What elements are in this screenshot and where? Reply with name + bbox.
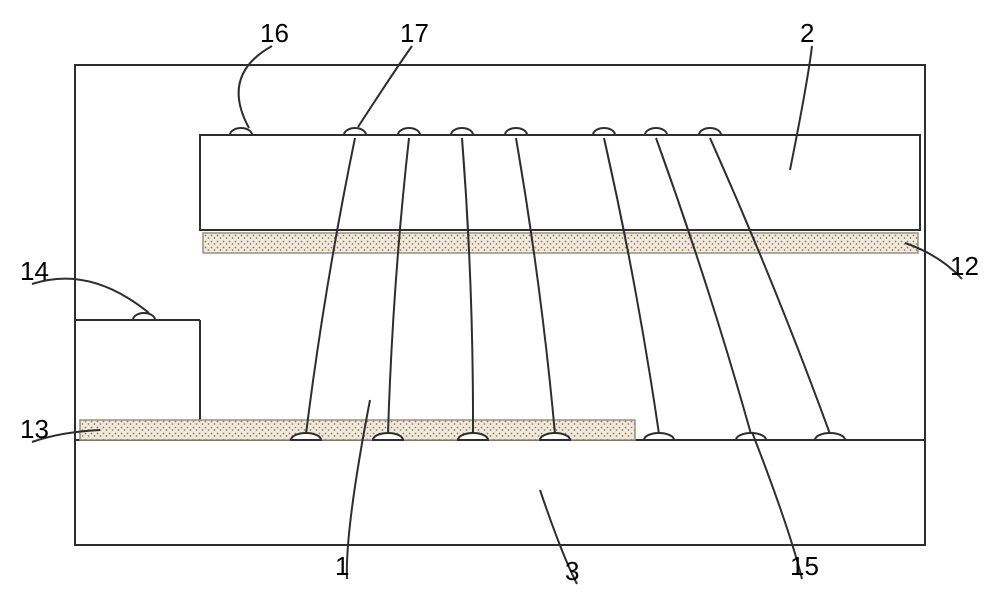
- upper-dotted-band: [203, 233, 918, 253]
- top-bump-1: [344, 128, 366, 135]
- label-1: 1: [335, 551, 349, 581]
- bottom-bump-2: [458, 433, 488, 440]
- bottom-bump-6: [815, 433, 845, 440]
- top-bump-2: [398, 128, 420, 135]
- upper-block: [200, 135, 920, 230]
- bottom-bump-0: [291, 433, 321, 440]
- label-14: 14: [20, 256, 49, 286]
- top-bump-5: [593, 128, 615, 135]
- top-bump-0: [230, 128, 252, 135]
- bottom-bump-1: [373, 433, 403, 440]
- bottom-bump-3: [540, 433, 570, 440]
- label-3: 3: [565, 556, 579, 586]
- top-bump-7: [699, 128, 721, 135]
- top-bump-4: [505, 128, 527, 135]
- label-17: 17: [400, 18, 429, 48]
- label-2: 2: [800, 18, 814, 48]
- label-16: 16: [260, 18, 289, 48]
- diagram-canvas: 123121314151617: [0, 0, 1000, 595]
- top-bump-6: [645, 128, 667, 135]
- label-12: 12: [950, 251, 979, 281]
- bottom-bump-5: [736, 433, 766, 440]
- label-13: 13: [20, 414, 49, 444]
- drawing-layer: 123121314151617: [20, 18, 979, 586]
- step-bump: [133, 313, 155, 320]
- bottom-bump-4: [644, 433, 674, 440]
- label-15: 15: [790, 551, 819, 581]
- top-bump-3: [451, 128, 473, 135]
